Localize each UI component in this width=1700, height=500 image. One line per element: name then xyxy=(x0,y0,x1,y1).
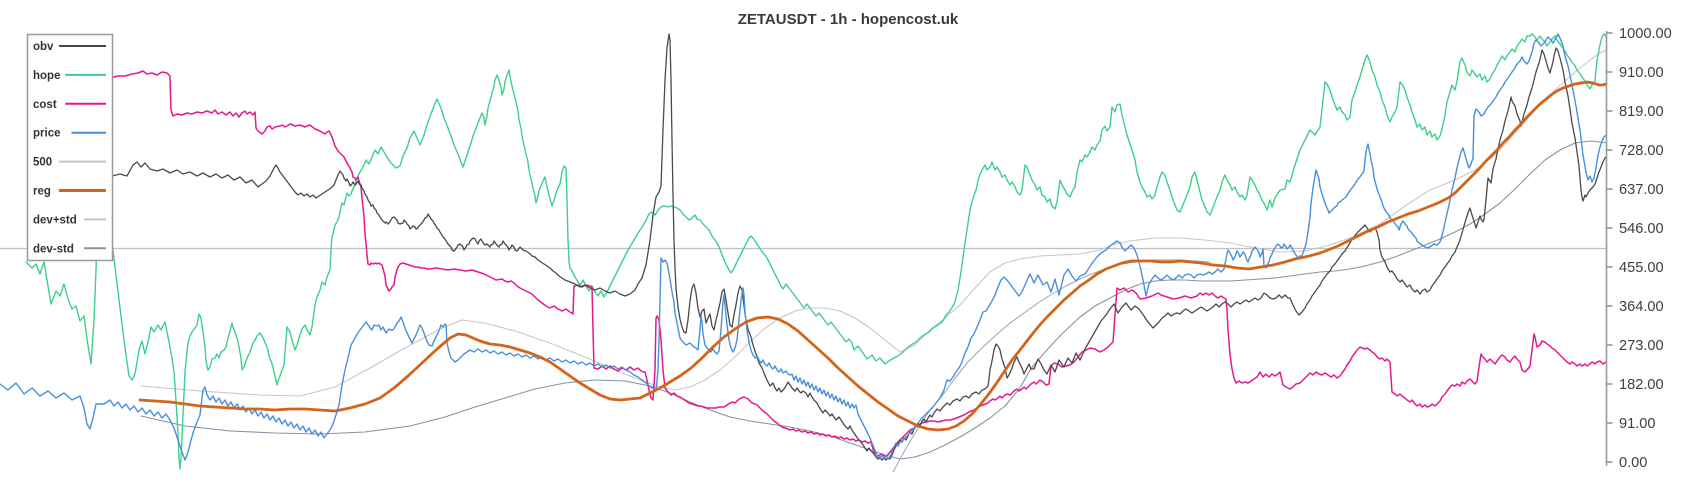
svg-text:dev+std: dev+std xyxy=(33,214,77,226)
svg-text:reg: reg xyxy=(33,186,51,198)
svg-text:dev-std: dev-std xyxy=(33,243,74,255)
svg-text:728.00: 728.00 xyxy=(1619,143,1664,159)
svg-text:910.00: 910.00 xyxy=(1619,65,1664,81)
svg-text:637.00: 637.00 xyxy=(1619,182,1664,198)
svg-text:hope: hope xyxy=(33,70,60,82)
svg-text:91.00: 91.00 xyxy=(1619,416,1656,432)
svg-text:cost: cost xyxy=(33,99,57,111)
svg-text:ZETAUSDT - 1h - hopencost.uk: ZETAUSDT - 1h - hopencost.uk xyxy=(738,11,959,28)
svg-text:364.00: 364.00 xyxy=(1619,299,1664,315)
svg-text:0.00: 0.00 xyxy=(1619,455,1647,471)
svg-text:price: price xyxy=(33,128,61,140)
svg-text:1000.00: 1000.00 xyxy=(1619,26,1672,42)
svg-text:819.00: 819.00 xyxy=(1619,104,1664,120)
svg-text:273.00: 273.00 xyxy=(1619,338,1664,354)
svg-text:obv: obv xyxy=(33,41,54,53)
svg-text:182.00: 182.00 xyxy=(1619,377,1664,393)
svg-text:455.00: 455.00 xyxy=(1619,260,1664,276)
svg-text:500: 500 xyxy=(33,157,52,169)
svg-text:546.00: 546.00 xyxy=(1619,221,1664,237)
